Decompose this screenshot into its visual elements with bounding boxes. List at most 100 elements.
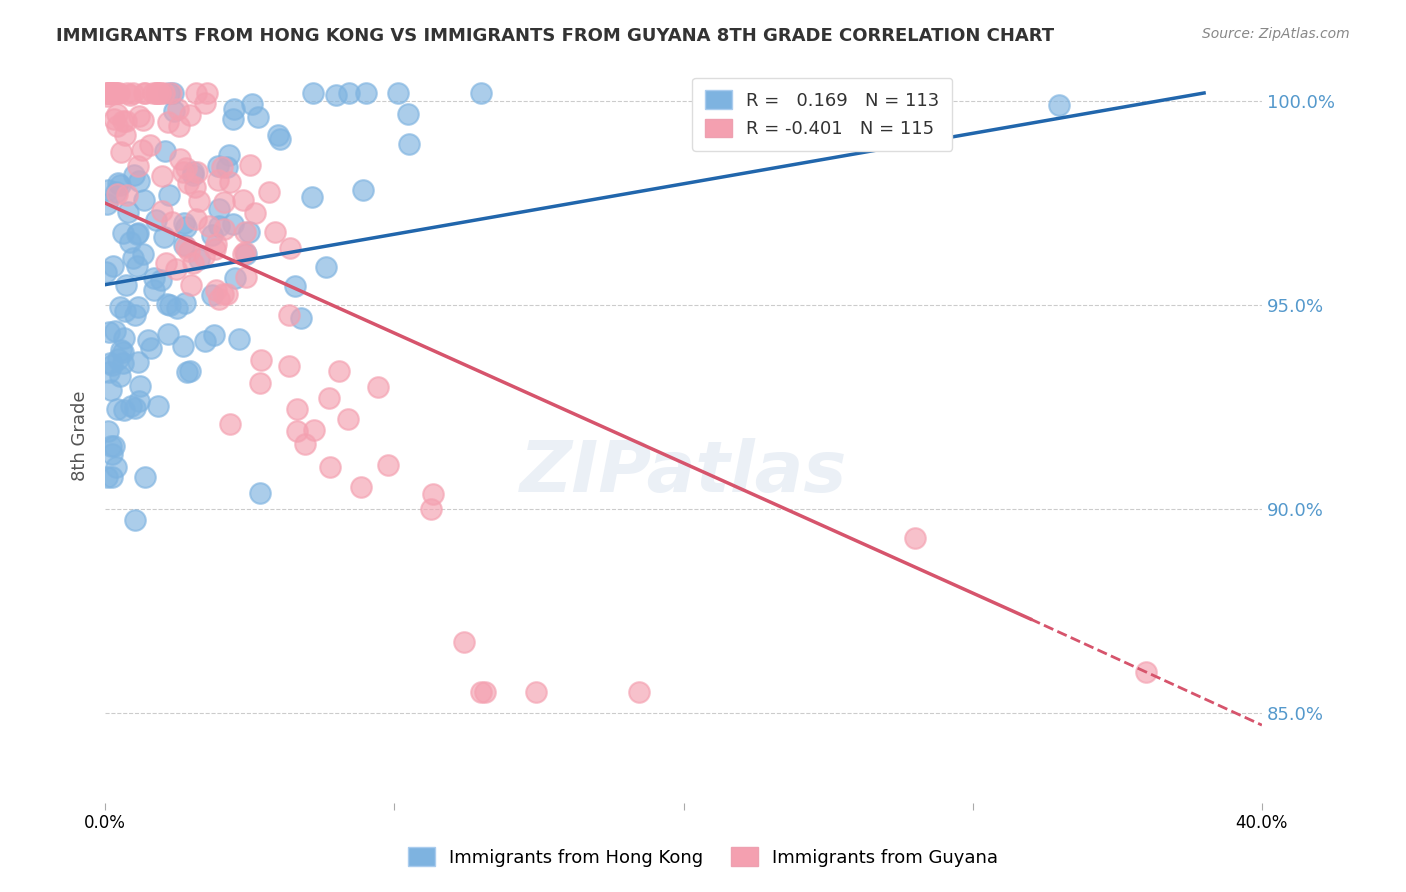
Point [218,148,240,162]
Point [103,439,125,453]
Point [315,260,337,275]
Point [98,86,121,100]
Point [420,502,443,516]
Point [107,186,129,201]
Point [110,145,132,159]
Point [97,425,120,439]
Point [218,417,240,431]
Point [166,102,188,116]
Point [280,241,302,255]
Point [157,187,180,202]
Point [470,685,492,699]
Point [222,102,245,116]
Point [111,113,134,128]
Point [110,343,132,357]
Point [336,412,359,426]
Point [233,225,256,239]
Point [124,308,146,322]
Point [328,364,350,378]
Point [108,300,131,314]
Legend: Immigrants from Hong Kong, Immigrants from Guyana: Immigrants from Hong Kong, Immigrants fr… [401,840,1005,874]
Point [120,235,142,249]
Point [337,86,360,100]
Point [193,249,215,263]
Point [105,459,128,474]
Point [115,277,138,292]
Point [145,212,167,227]
Point [97,183,120,197]
Point [235,269,257,284]
Point [98,325,121,339]
Point [169,120,191,134]
Point [356,86,378,100]
Point [249,486,271,500]
Point [181,164,204,178]
Point [222,217,245,231]
Point [302,86,325,100]
Legend: R =   0.169   N = 113, R = -0.401   N = 115: R = 0.169 N = 113, R = -0.401 N = 115 [692,78,952,151]
Point [174,240,197,254]
Point [422,487,444,501]
Point [325,88,347,103]
Point [211,160,233,174]
Point [149,273,172,287]
Point [103,112,125,127]
Point [142,86,165,100]
Point [96,197,118,211]
Y-axis label: 8th Grade: 8th Grade [72,391,89,481]
Point [219,174,242,188]
Point [179,244,201,258]
Point [232,193,254,207]
Point [377,458,399,472]
Point [100,383,122,397]
Point [146,399,169,413]
Point [111,226,134,240]
Point [105,107,128,121]
Text: Source: ZipAtlas.com: Source: ZipAtlas.com [1202,27,1350,41]
Point [145,86,167,100]
Point [249,376,271,391]
Point [121,252,143,266]
Point [398,136,420,151]
Point [96,470,118,484]
Point [319,459,342,474]
Point [294,436,316,450]
Point [114,402,136,417]
Point [201,288,224,302]
Point [107,351,129,366]
Point [101,358,124,372]
Point [127,226,149,240]
Point [114,113,136,128]
Point [117,205,139,219]
Point [215,287,238,301]
Point [143,270,166,285]
Point [162,86,184,100]
Point [111,356,134,370]
Point [100,86,122,100]
Point [367,380,389,394]
Point [98,86,121,100]
Point [100,356,122,370]
Point [176,220,198,235]
Point [179,364,201,378]
Point [201,227,224,242]
Point [107,176,129,190]
Point [235,247,257,261]
Point [212,222,235,236]
Point [207,173,229,187]
Point [153,144,176,158]
Point [157,115,180,129]
Point [470,86,492,100]
Point [904,531,927,545]
Point [128,109,150,123]
Point [259,185,281,199]
Point [165,262,187,277]
Point [112,331,135,345]
Point [124,401,146,415]
Point [115,187,138,202]
Point [104,86,127,100]
Point [169,153,191,167]
Point [228,332,250,346]
Point [239,158,262,172]
Point [103,86,125,100]
